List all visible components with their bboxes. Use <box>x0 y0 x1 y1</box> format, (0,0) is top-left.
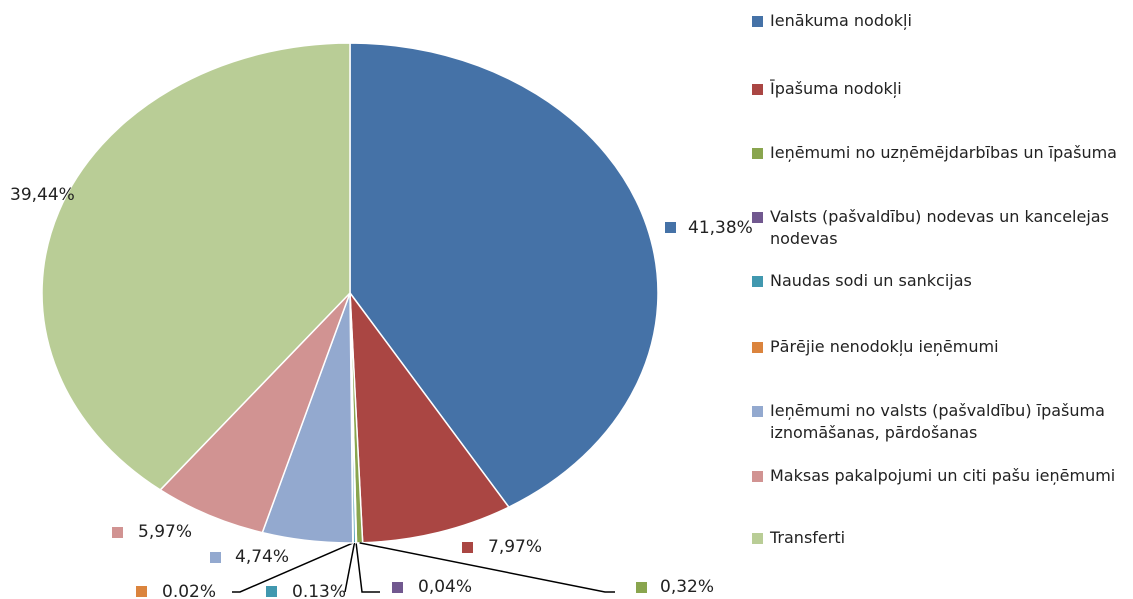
legend-swatch <box>752 16 763 27</box>
legend-swatch <box>752 276 763 287</box>
data-label: 0,04% <box>418 577 472 597</box>
legend-swatch <box>752 342 763 353</box>
pie-slice <box>41 42 351 491</box>
legend-item: Ieņēmumi no uzņēmējdarbības un īpašuma <box>752 142 1127 164</box>
legend-label: Naudas sodi un sankcijas <box>770 271 972 290</box>
legend-label: Maksas pakalpojumi un citi pašu ieņēmumi <box>770 466 1116 485</box>
leader-line <box>232 542 354 593</box>
data-label: 39,44% <box>10 185 75 205</box>
data-label: 5,97% <box>138 522 192 542</box>
label-swatch <box>665 222 676 233</box>
pie-slice <box>349 290 510 544</box>
legend-swatch <box>752 406 763 417</box>
label-swatch <box>266 586 277 597</box>
label-swatch <box>392 582 403 593</box>
legend-swatch <box>752 533 763 544</box>
legend-swatch <box>752 471 763 482</box>
label-swatch <box>112 527 123 538</box>
leader-line <box>359 542 615 593</box>
legend-swatch <box>752 212 763 223</box>
leader-line <box>344 542 356 593</box>
legend-label: Ieņēmumi no valsts (pašvaldību) īpašuma … <box>770 401 1105 442</box>
label-swatch <box>136 586 147 597</box>
legend-swatch <box>752 148 763 159</box>
data-label: 0.13% <box>292 582 346 599</box>
label-swatch <box>462 542 473 553</box>
legend-item: Pārējie nenodokļu ieņēmumi <box>752 336 1127 358</box>
pie-slice <box>349 42 659 509</box>
legend-swatch <box>752 84 763 95</box>
legend-item: Maksas pakalpojumi un citi pašu ieņēmumi <box>752 465 1127 487</box>
legend-item: Ienākuma nodokļi <box>752 10 1127 32</box>
label-swatch <box>636 582 647 593</box>
legend-label: Transferti <box>770 528 846 547</box>
data-label: 0,32% <box>660 577 714 597</box>
data-label: 41,38% <box>688 218 753 238</box>
legend-item: Naudas sodi un sankcijas <box>752 270 1127 292</box>
legend-item: Ieņēmumi no valsts (pašvaldību) īpašuma … <box>752 400 1127 444</box>
data-label: 4,74% <box>235 547 289 567</box>
legend-label: Pārējie nenodokļu ieņēmumi <box>770 337 999 356</box>
legend-item: Transferti <box>752 527 1127 549</box>
legend-item: Īpašuma nodokļi <box>752 78 1127 100</box>
data-label: 7,97% <box>488 537 542 557</box>
legend-item: Valsts (pašvaldību) nodevas un kanceleja… <box>752 206 1127 250</box>
label-swatch <box>210 552 221 563</box>
leader-line <box>355 542 380 593</box>
data-label: 0.02% <box>162 582 216 599</box>
legend-label: Ienākuma nodokļi <box>770 11 912 30</box>
legend-label: Valsts (pašvaldību) nodevas un kanceleja… <box>770 207 1109 248</box>
legend-label: Ieņēmumi no uzņēmējdarbības un īpašuma <box>770 143 1117 162</box>
legend-label: Īpašuma nodokļi <box>770 79 902 98</box>
